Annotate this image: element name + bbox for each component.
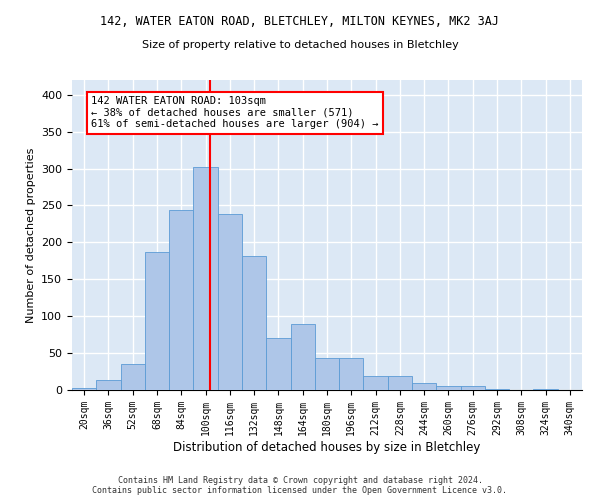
Bar (218, 214, 242, 390)
Text: Contains HM Land Registry data © Crown copyright and database right 2024.: Contains HM Land Registry data © Crown c… (118, 476, 482, 485)
Bar (485, 388, 509, 390)
Text: Size of property relative to detached houses in Bletchley: Size of property relative to detached ho… (142, 40, 458, 50)
Bar (145, 252, 169, 390)
Bar (121, 364, 145, 390)
Bar (461, 386, 485, 390)
Bar (315, 358, 339, 390)
X-axis label: Distribution of detached houses by size in Bletchley: Distribution of detached houses by size … (173, 440, 481, 454)
Text: 142 WATER EATON ROAD: 103sqm
← 38% of detached houses are smaller (571)
61% of s: 142 WATER EATON ROAD: 103sqm ← 38% of de… (91, 96, 379, 130)
Bar (339, 358, 364, 390)
Y-axis label: Number of detached properties: Number of detached properties (26, 148, 35, 322)
Bar (96, 380, 121, 390)
Bar (388, 376, 412, 390)
Bar (290, 324, 315, 390)
Bar (169, 210, 193, 390)
Bar (436, 386, 461, 390)
Text: Contains public sector information licensed under the Open Government Licence v3: Contains public sector information licen… (92, 486, 508, 495)
Bar (193, 167, 218, 390)
Bar (266, 338, 290, 390)
Bar (242, 256, 266, 390)
Text: 142, WATER EATON ROAD, BLETCHLEY, MILTON KEYNES, MK2 3AJ: 142, WATER EATON ROAD, BLETCHLEY, MILTON… (101, 15, 499, 28)
Bar (72, 388, 96, 390)
Bar (364, 376, 388, 390)
Bar (412, 382, 436, 390)
